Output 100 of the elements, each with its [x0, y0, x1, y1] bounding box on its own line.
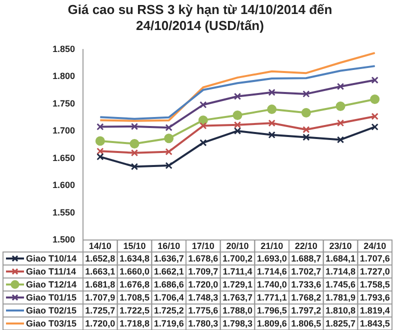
y-tick-label: 1.500 [52, 234, 75, 244]
legend-label: Giao T01/15 [26, 292, 77, 302]
x-tick-label: 21/10 [260, 240, 284, 251]
data-label: 1.662,1 [154, 266, 184, 276]
data-label: 1.720,0 [85, 318, 116, 328]
point [130, 149, 138, 156]
point [371, 123, 378, 131]
data-label: 1.719,6 [154, 318, 184, 328]
data-label: 1.663,1 [85, 266, 116, 276]
y-tick-label: 1.750 [52, 98, 75, 108]
legend-label: Giao T12/14 [26, 279, 77, 290]
point [302, 126, 310, 134]
y-tick-label: 1.800 [52, 71, 75, 82]
data-label: 1.700,2 [222, 253, 253, 264]
data-label: 1.798,3 [222, 318, 253, 328]
data-label: 1.707,9 [85, 292, 116, 302]
data-label: 1.708,5 [119, 292, 150, 302]
data-label: 1.729,1 [222, 279, 253, 290]
y-tick-label: 1.850 [52, 44, 75, 54]
data-label: 1.678,6 [188, 253, 218, 264]
data-label: 1.725,7 [85, 305, 116, 316]
data-label: 1.763,7 [222, 292, 253, 302]
point [232, 110, 242, 120]
data-label: 1.758,5 [360, 279, 390, 290]
data-label: 1.684,1 [325, 253, 356, 264]
data-label: 1.718,8 [119, 318, 150, 328]
data-label: 1.733,6 [291, 279, 322, 290]
data-label: 1.693,0 [256, 253, 287, 264]
data-label: 1.636,7 [154, 253, 184, 264]
chart-title: Giá cao su RSS 3 kỳ hạn từ 14/10/2014 đến 24/10/2014 (USD/tấn) [66, 2, 334, 35]
data-label: 1.686,6 [154, 279, 184, 290]
legend-label: Giao T10/14 [26, 253, 77, 264]
data-label: 1.810,8 [325, 305, 356, 316]
data-label: 1.809,6 [256, 318, 287, 328]
x-tick-label: 17/10 [192, 240, 214, 251]
data-label: 1.702,7 [291, 266, 322, 276]
point [336, 119, 344, 127]
data-label: 1.688,7 [291, 253, 322, 264]
point [371, 112, 378, 120]
data-label: 1.725,2 [154, 305, 184, 316]
data-label: 1.714,6 [256, 266, 287, 276]
point [164, 134, 174, 144]
data-label: 1.797,2 [291, 305, 322, 316]
point [371, 76, 378, 84]
data-label: 1.796,5 [256, 305, 287, 316]
data-label: 1.768,2 [291, 292, 322, 302]
point [130, 122, 138, 130]
point [165, 124, 172, 132]
point [198, 115, 208, 125]
point [200, 101, 207, 108]
point [96, 123, 104, 130]
data-label: 1.634,8 [119, 253, 150, 264]
data-label: 1.652,8 [85, 253, 116, 264]
data-label: 1.745,6 [325, 279, 356, 290]
point [96, 148, 104, 155]
legend-label: Giao T11/14 [26, 266, 76, 276]
data-label: 1.660,0 [119, 266, 150, 276]
data-label: 1.781,9 [325, 292, 356, 302]
data-label: 1.714,8 [325, 266, 356, 276]
point [336, 82, 344, 90]
data-label: 1.740,0 [256, 279, 287, 290]
point [234, 127, 242, 135]
x-tick-label: 22/10 [294, 240, 318, 251]
data-label: 1.771,1 [256, 292, 287, 302]
data-label: 1.720,0 [188, 279, 218, 290]
legend-label: Giao T02/15 [26, 305, 77, 316]
point [302, 134, 310, 141]
point [165, 162, 172, 170]
data-label: 1.748,3 [188, 292, 218, 302]
data-label: 1.711,4 [222, 266, 252, 276]
data-label: 1.722,5 [119, 305, 150, 316]
y-tick-label: 1.650 [52, 152, 75, 163]
y-tick-label: 1.600 [52, 180, 75, 190]
point [200, 139, 207, 146]
legend-label: Giao T03/15 [26, 318, 77, 328]
point [336, 136, 344, 144]
point [336, 102, 346, 112]
x-tick-label: 23/10 [329, 240, 352, 251]
data-label: 1.780,3 [188, 318, 218, 328]
y-tick-label: 1.700 [52, 126, 75, 136]
point [302, 90, 310, 98]
data-label: 1.707,6 [360, 253, 390, 264]
data-label: 1.681,8 [85, 279, 116, 290]
point [165, 148, 172, 156]
point [130, 138, 140, 148]
point [95, 136, 105, 146]
point [96, 153, 104, 160]
x-tick-label: 24/10 [364, 240, 386, 251]
data-label: 1.775,6 [188, 305, 218, 316]
point [130, 163, 138, 170]
x-tick-label: 15/10 [123, 240, 146, 251]
point [267, 104, 277, 114]
point [370, 94, 380, 104]
point [234, 92, 242, 100]
point [200, 122, 207, 130]
point [268, 88, 276, 96]
x-tick-label: 20/10 [226, 240, 249, 251]
x-tick-label: 16/10 [158, 240, 180, 251]
data-label: 1.788,0 [222, 305, 253, 316]
x-tick-label: 14/10 [88, 240, 112, 251]
